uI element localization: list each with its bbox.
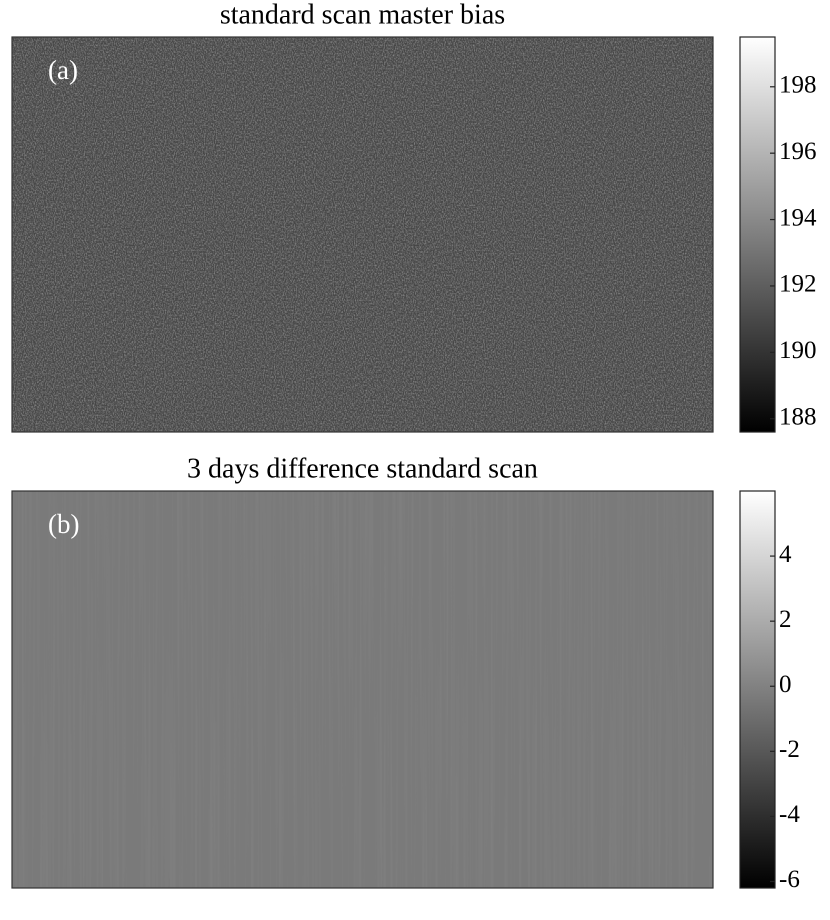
panel-label: (b) <box>48 509 79 539</box>
colorbar <box>739 36 776 433</box>
colorbar-tick-label: 4 <box>779 541 792 568</box>
colorbar-tick-label: 188 <box>779 403 817 430</box>
colorbar-tick-label: -2 <box>779 736 800 763</box>
colorbar-tick-label: 192 <box>779 271 817 298</box>
colorbar-tick-label: 198 <box>779 72 817 99</box>
colorbar-tick-label: -6 <box>779 866 800 893</box>
image-texture <box>12 37 713 432</box>
image-texture <box>12 491 713 888</box>
image-frame <box>11 490 714 889</box>
colorbar-tick-label: 194 <box>779 204 817 231</box>
panel-title: standard scan master bias <box>220 0 505 30</box>
panel-title: 3 days difference standard scan <box>187 453 538 484</box>
panel-label: (a) <box>48 55 78 85</box>
colorbar-tick-label: 190 <box>779 337 817 364</box>
colorbar-tick-label: -4 <box>779 801 800 828</box>
colorbar-tick-label: 196 <box>779 138 817 165</box>
image-frame <box>11 36 714 433</box>
colorbar-tick-label: 2 <box>779 606 792 633</box>
colorbar <box>739 490 776 889</box>
colorbar-tick-label: 0 <box>779 671 792 698</box>
